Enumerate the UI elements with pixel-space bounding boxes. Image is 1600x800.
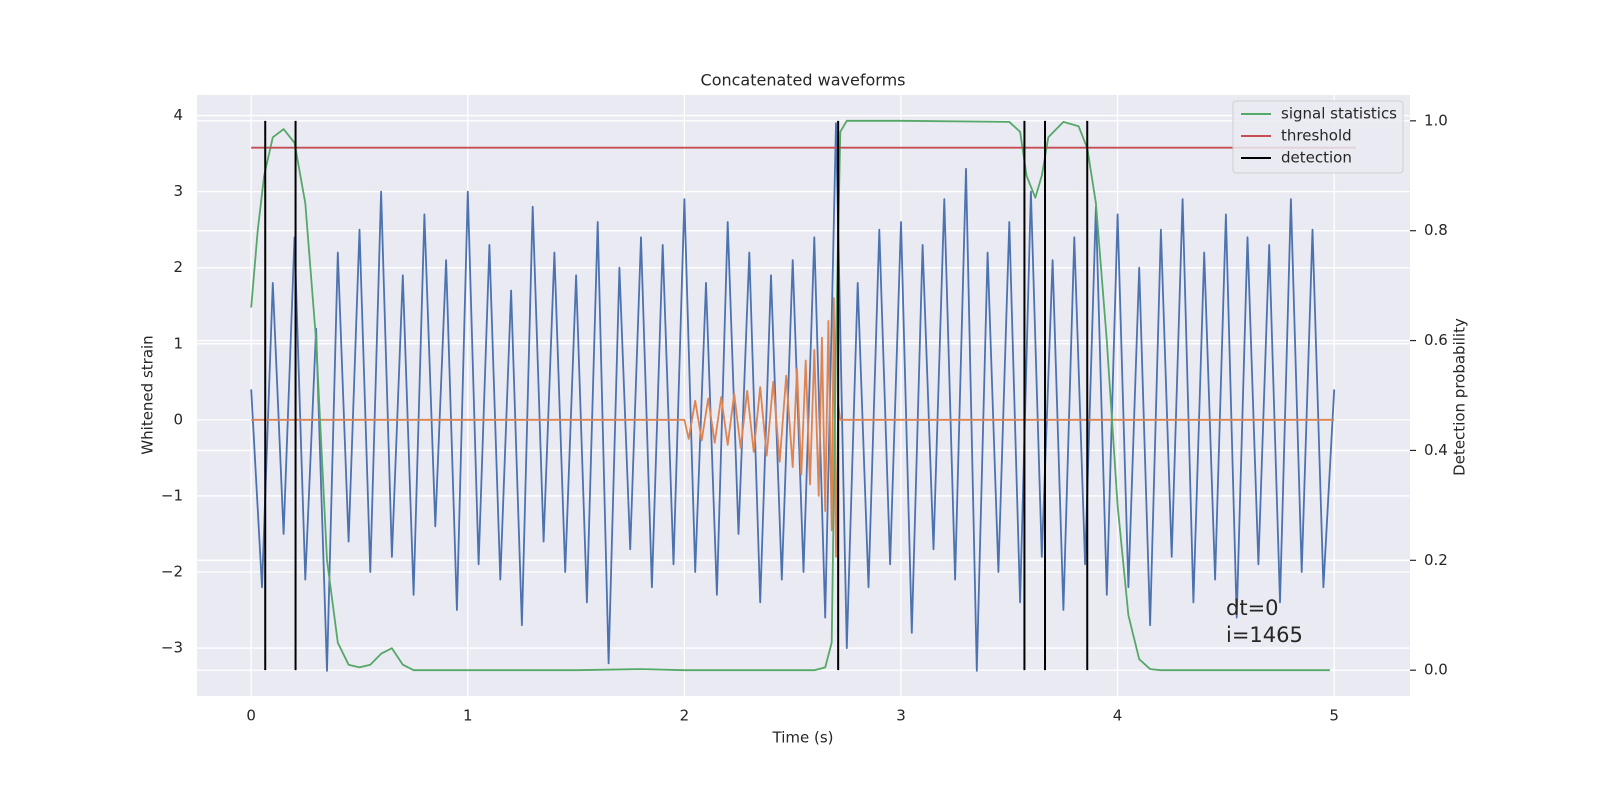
line bbox=[250, 122, 1336, 672]
line bbox=[251, 297, 1335, 558]
y-tick-label: 4 bbox=[173, 106, 183, 124]
x-tick-label: 2 bbox=[680, 707, 690, 725]
annotation: dt=0 bbox=[1226, 596, 1279, 620]
y-tick-label: 1 bbox=[173, 334, 183, 352]
x-tick-label: 3 bbox=[896, 707, 906, 725]
y2-tick-label: 0.0 bbox=[1424, 661, 1448, 679]
x-axis-label: Time (s) bbox=[772, 729, 834, 747]
chart-title: Concatenated waveforms bbox=[701, 71, 906, 90]
y2-tick-label: 0.2 bbox=[1424, 551, 1448, 569]
x-tick-label: 4 bbox=[1113, 707, 1123, 725]
legend bbox=[1232, 100, 1404, 174]
line bbox=[250, 119, 1330, 672]
y-tick-label: −2 bbox=[161, 562, 183, 580]
y2-tick-label: 0.6 bbox=[1424, 331, 1448, 349]
legend-label: detection bbox=[1281, 149, 1352, 167]
y-tick-label: 0 bbox=[173, 410, 183, 428]
y-axis-label: Whitened strain bbox=[139, 335, 157, 454]
annotation: i=1465 bbox=[1226, 623, 1303, 647]
y2-tick-label: 0.8 bbox=[1424, 221, 1448, 239]
y2-tick-label: 0.4 bbox=[1424, 441, 1448, 459]
x-tick-label: 0 bbox=[246, 707, 256, 725]
y-tick-label: −1 bbox=[161, 486, 183, 504]
x-tick-label: 1 bbox=[463, 707, 473, 725]
y-tick-label: −3 bbox=[161, 639, 183, 657]
y-tick-label: 3 bbox=[173, 182, 183, 200]
x-tick-label: 5 bbox=[1329, 707, 1339, 725]
y-tick-label: 2 bbox=[173, 258, 183, 276]
legend-label: threshold bbox=[1281, 127, 1352, 145]
legend-label: signal statistics bbox=[1281, 105, 1397, 123]
y2-axis-label: Detection probability bbox=[1451, 318, 1469, 476]
y2-tick-label: 1.0 bbox=[1424, 111, 1448, 129]
